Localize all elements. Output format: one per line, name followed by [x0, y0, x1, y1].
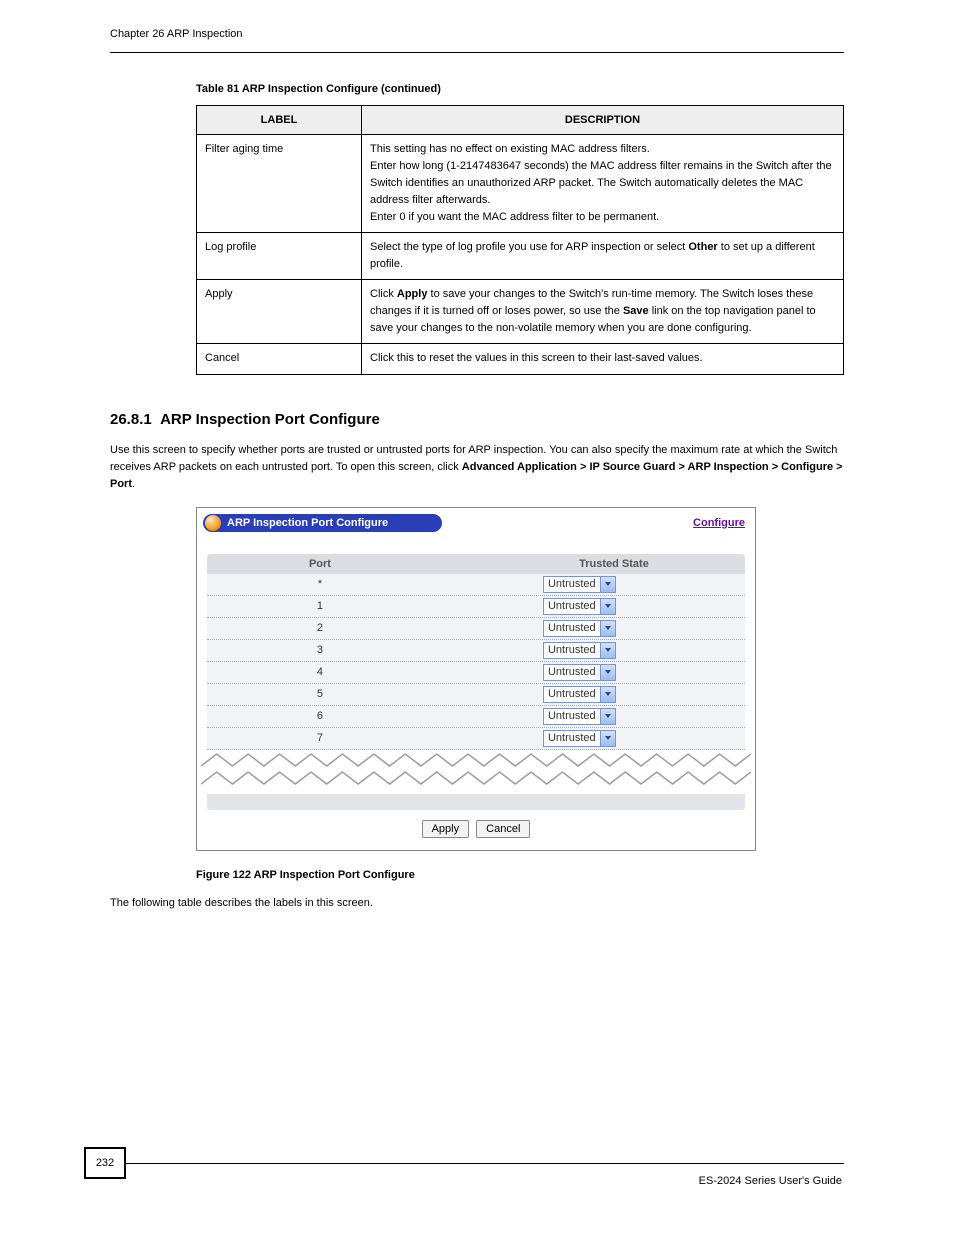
- port-cell: 6: [207, 710, 433, 722]
- state-cell: Untrusted: [433, 642, 745, 659]
- label-cell: Apply: [197, 280, 362, 344]
- panel-title: ARP Inspection Port Configure: [227, 517, 388, 529]
- state-cell: Untrusted: [433, 708, 745, 725]
- chevron-down-icon: [600, 599, 615, 614]
- port-row: 7 Untrusted: [207, 728, 745, 750]
- table-row: Filter aging timeThis setting has no eff…: [197, 135, 844, 233]
- description-cell: This setting has no effect on existing M…: [362, 135, 844, 233]
- port-row: * Untrusted: [207, 574, 745, 596]
- th-trusted-state: Trusted State: [433, 558, 745, 570]
- th-port: Port: [207, 558, 433, 570]
- chevron-down-icon: [600, 577, 615, 592]
- port-row: 5 Untrusted: [207, 684, 745, 706]
- port-cell: 5: [207, 688, 433, 700]
- chevron-down-icon: [600, 687, 615, 702]
- label-cell: Filter aging time: [197, 135, 362, 233]
- trusted-state-select[interactable]: Untrusted: [543, 686, 616, 703]
- chevron-down-icon: [600, 731, 615, 746]
- page-number: 232: [96, 1157, 114, 1169]
- section-number: 26.8.1: [110, 411, 152, 428]
- button-row: Apply Cancel: [197, 810, 755, 850]
- table-footer-strip: [207, 794, 745, 810]
- state-cell: Untrusted: [433, 730, 745, 747]
- table-row: ApplyClick Apply to save your changes to…: [197, 280, 844, 344]
- port-row: 6 Untrusted: [207, 706, 745, 728]
- label-table-caption: Table 81 ARP Inspection Configure (conti…: [196, 83, 954, 95]
- apply-button[interactable]: Apply: [422, 820, 470, 838]
- guide-title: ES-2024 Series User's Guide: [699, 1175, 842, 1187]
- port-table: Port Trusted State *Untrusted1Untrusted2…: [197, 536, 755, 750]
- state-cell: Untrusted: [433, 686, 745, 703]
- label-cell: Cancel: [197, 344, 362, 374]
- description-cell: Select the type of log profile you use f…: [362, 233, 844, 280]
- port-row: 3 Untrusted: [207, 640, 745, 662]
- state-cell: Untrusted: [433, 576, 745, 593]
- configure-link[interactable]: Configure: [693, 517, 745, 529]
- port-cell: 3: [207, 644, 433, 656]
- figure-caption: Figure 122 ARP Inspection Port Configure: [196, 869, 954, 881]
- footer-rule: [126, 1163, 844, 1164]
- header-rule: [110, 52, 844, 53]
- table-row: Log profileSelect the type of log profil…: [197, 233, 844, 280]
- port-cell: *: [207, 578, 433, 590]
- trusted-state-select[interactable]: Untrusted: [543, 576, 616, 593]
- chevron-down-icon: [600, 621, 615, 636]
- trusted-state-select[interactable]: Untrusted: [543, 730, 616, 747]
- description-cell: Click this to reset the values in this s…: [362, 344, 844, 374]
- state-cell: Untrusted: [433, 598, 745, 615]
- th-description: DESCRIPTION: [362, 106, 844, 135]
- trusted-state-select[interactable]: Untrusted: [543, 620, 616, 637]
- chapter-title: Chapter 26 ARP Inspection: [110, 28, 844, 40]
- truncation-zigzag: [201, 750, 751, 794]
- port-cell: 7: [207, 732, 433, 744]
- label-cell: Log profile: [197, 233, 362, 280]
- section-heading: 26.8.1 ARP Inspection Port Configure: [110, 411, 954, 428]
- state-cell: Untrusted: [433, 620, 745, 637]
- page-header: Chapter 26 ARP Inspection: [0, 0, 954, 53]
- port-cell: 1: [207, 600, 433, 612]
- chevron-down-icon: [600, 709, 615, 724]
- chevron-down-icon: [600, 665, 615, 680]
- panel-title-pill: ARP Inspection Port Configure: [203, 514, 442, 532]
- final-paragraph: The following table describes the labels…: [110, 895, 844, 912]
- trusted-state-select[interactable]: Untrusted: [543, 664, 616, 681]
- trusted-state-select[interactable]: Untrusted: [543, 642, 616, 659]
- port-table-header: Port Trusted State: [207, 554, 745, 574]
- page-number-box: 232: [84, 1147, 126, 1179]
- section-body: Use this screen to specify whether ports…: [110, 442, 844, 493]
- table-row: CancelClick this to reset the values in …: [197, 344, 844, 374]
- port-row: 4 Untrusted: [207, 662, 745, 684]
- port-cell: 4: [207, 666, 433, 678]
- section-title: ARP Inspection Port Configure: [160, 411, 380, 428]
- port-row: 1 Untrusted: [207, 596, 745, 618]
- trusted-state-select[interactable]: Untrusted: [543, 708, 616, 725]
- trusted-state-select[interactable]: Untrusted: [543, 598, 616, 615]
- chevron-down-icon: [600, 643, 615, 658]
- port-cell: 2: [207, 622, 433, 634]
- port-row: 2 Untrusted: [207, 618, 745, 640]
- th-label: LABEL: [197, 106, 362, 135]
- state-cell: Untrusted: [433, 664, 745, 681]
- description-cell: Click Apply to save your changes to the …: [362, 280, 844, 344]
- label-description-table: LABEL DESCRIPTION Filter aging timeThis …: [196, 105, 844, 375]
- figure-screenshot: ARP Inspection Port Configure Configure …: [196, 507, 756, 851]
- pill-ball-icon: [205, 515, 221, 531]
- cancel-button[interactable]: Cancel: [476, 820, 530, 838]
